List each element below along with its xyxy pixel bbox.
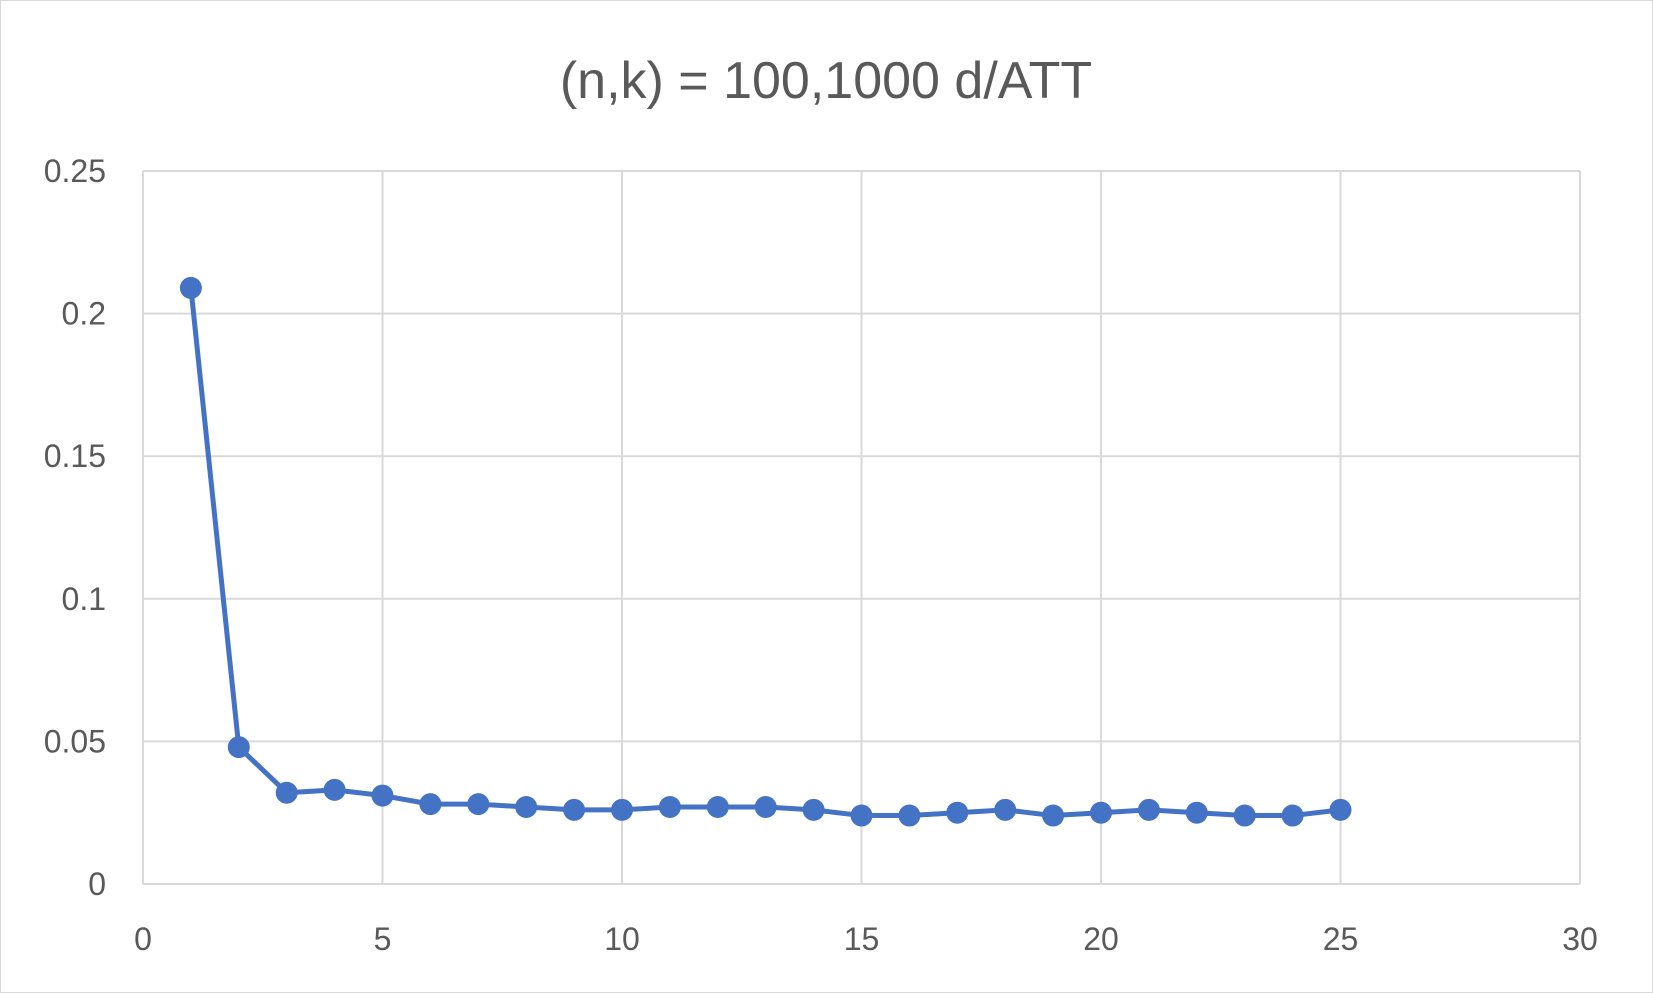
x-tick-label-0: 0	[134, 921, 152, 957]
data-point-0-22	[1233, 804, 1256, 827]
x-axis-tick-labels: 0 5 10 15 20 25 30	[134, 921, 1598, 957]
y-tick-label-3: 0.15	[44, 438, 106, 474]
data-point-0-3	[323, 778, 346, 801]
x-tick-label-2: 10	[604, 921, 640, 957]
y-tick-label-2: 0.1	[62, 581, 106, 617]
x-tick-label-5: 25	[1323, 921, 1359, 957]
x-tick-label-4: 20	[1083, 921, 1119, 957]
y-tick-label-1: 0.05	[44, 723, 106, 759]
data-point-0-9	[611, 798, 633, 821]
series-line-0	[188, 287, 1341, 819]
data-point-0-24	[1329, 798, 1352, 821]
data-point-0-1	[227, 736, 250, 759]
data-point-0-11	[706, 795, 729, 818]
data-point-0-2	[275, 781, 298, 804]
x-tick-label-3: 15	[844, 921, 880, 957]
data-point-0-5	[419, 793, 442, 816]
x-tick-label-1: 5	[374, 921, 392, 957]
chart-title: (n,k) = 100,1000 d/ATT	[560, 52, 1092, 110]
y-tick-label-4: 0.2	[62, 296, 106, 332]
data-point-0-18	[1042, 804, 1065, 827]
data-point-0-12	[754, 795, 777, 818]
data-point-0-16	[946, 801, 969, 824]
y-tick-label-5: 0.25	[44, 153, 106, 189]
y-tick-label-0: 0	[88, 866, 106, 902]
series-group	[179, 276, 1352, 827]
data-point-0-6	[467, 793, 490, 816]
data-point-0-21	[1185, 801, 1208, 824]
data-point-0-8	[563, 798, 586, 821]
data-point-0-17	[994, 798, 1017, 821]
data-point-0-20	[1137, 798, 1160, 821]
data-point-0-13	[802, 798, 825, 821]
data-point-0-10	[658, 795, 681, 818]
data-point-0-0	[179, 276, 202, 299]
data-point-0-4	[371, 784, 394, 807]
data-point-0-7	[515, 795, 538, 818]
x-tick-label-6: 30	[1562, 921, 1598, 957]
data-point-0-14	[850, 804, 873, 827]
data-point-0-23	[1281, 804, 1304, 827]
y-axis-tick-labels: 0 0.05 0.1 0.15 0.2 0.25	[44, 153, 106, 902]
gridlines	[142, 170, 1581, 885]
data-point-0-15	[898, 804, 921, 827]
data-point-0-19	[1090, 801, 1112, 824]
